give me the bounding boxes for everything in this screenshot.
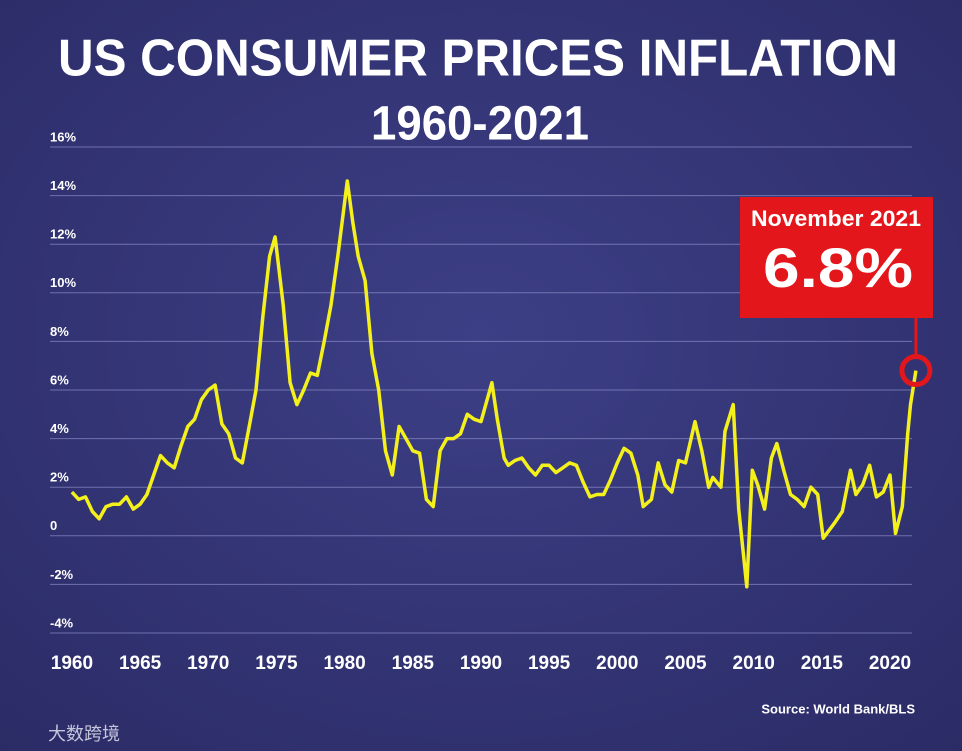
annotation-box [740, 197, 933, 318]
y-tick-label: 12% [50, 227, 76, 242]
x-tick-label: 1965 [119, 653, 162, 674]
x-tick-label: 2015 [801, 653, 844, 674]
x-tick-label: 1980 [323, 653, 365, 674]
y-tick-label: 0 [50, 518, 57, 533]
annotation-marker [899, 354, 933, 388]
x-tick-label: 2005 [664, 653, 707, 674]
x-tick-label: 2020 [869, 653, 911, 674]
x-tick-label: 1960 [51, 653, 93, 674]
chart-subtitle: 1960-2021 [371, 98, 589, 151]
y-tick-label: 6% [50, 372, 69, 387]
line-series [70, 179, 918, 589]
y-tick-label: -2% [50, 567, 74, 582]
chart-title: US CONSUMER PRICES INFLATION [58, 30, 898, 88]
y-tick-label: 8% [50, 324, 69, 339]
y-tick-label: 2% [50, 470, 69, 485]
annotation-value: 6.8% [763, 236, 913, 299]
annotation-label: November 2021 [751, 206, 921, 231]
y-tick-label: 4% [50, 421, 69, 436]
y-tick-label: -4% [50, 615, 74, 630]
x-tick-label: 1975 [255, 653, 298, 674]
x-tick-label: 1970 [187, 653, 229, 674]
y-tick-label: 14% [50, 178, 76, 193]
source: Source: World Bank/BLS [761, 701, 915, 716]
watermark: 大数跨境 [48, 724, 120, 744]
x-tick-label: 2010 [733, 653, 775, 674]
x-tick-label: 1995 [528, 653, 571, 674]
y-tick-label: 10% [50, 275, 76, 290]
x-tick-label: 2000 [596, 653, 638, 674]
x-tick-label: 1985 [392, 653, 435, 674]
x-tick-label: 1990 [460, 653, 502, 674]
y-tick-label: 16% [50, 129, 76, 144]
